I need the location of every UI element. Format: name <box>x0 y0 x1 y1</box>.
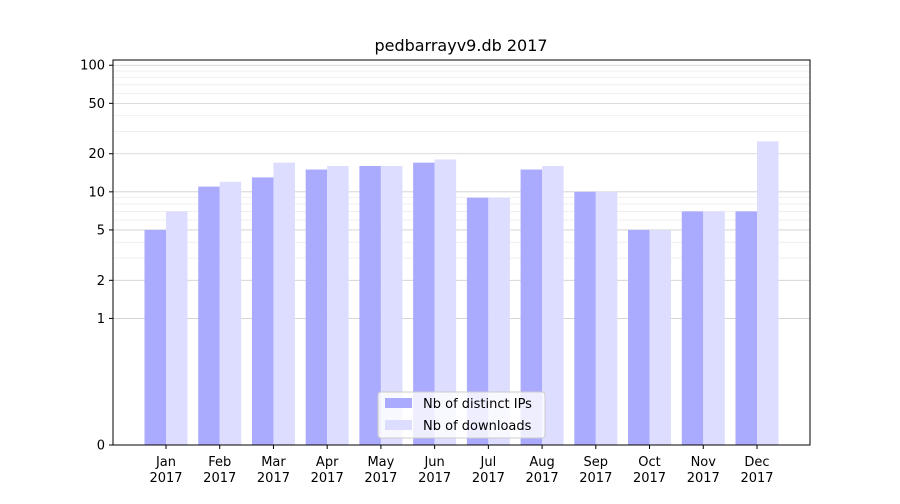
y-tick-label: 1 <box>97 312 105 327</box>
x-tick-label: Jan 2017 <box>149 455 182 486</box>
bar-downloads <box>219 181 242 445</box>
legend-swatch-downloads <box>385 420 412 430</box>
x-tick-label: May 2017 <box>364 455 397 486</box>
y-tick-label: 100 <box>80 59 105 74</box>
y-tick-label: 5 <box>97 223 105 238</box>
bar-downloads <box>434 159 457 445</box>
bar-downloads <box>273 162 295 445</box>
legend-label-downloads: Nb of downloads <box>423 419 532 434</box>
bar-distinct-ips <box>144 229 166 445</box>
bar-distinct-ips <box>413 162 435 445</box>
bar-downloads <box>703 211 725 445</box>
bar-distinct-ips <box>359 165 381 446</box>
x-tick-label: Dec 2017 <box>740 455 773 486</box>
bar-downloads <box>166 211 188 445</box>
x-tick-label: Jul 2017 <box>472 455 505 486</box>
y-tick-label: 20 <box>88 147 105 162</box>
x-tick-label: Sep 2017 <box>579 455 612 486</box>
x-tick-label: Oct 2017 <box>633 455 666 486</box>
bar-distinct-ips <box>735 211 757 445</box>
legend-box <box>377 391 546 439</box>
bar-downloads <box>649 229 672 445</box>
bar-downloads <box>488 197 510 445</box>
plot-frame <box>112 59 811 446</box>
bar-distinct-ips <box>198 186 220 446</box>
x-tick-label: Apr 2017 <box>311 455 344 486</box>
bar-downloads <box>542 165 564 446</box>
bar-downloads <box>595 191 618 445</box>
bars <box>144 141 779 446</box>
bar-distinct-ips <box>251 177 274 446</box>
x-axis-ticks: Jan 2017 Feb 2017 Mar 2017 Apr 2017 May 2017 Jun 20… <box>149 445 774 486</box>
bar-distinct-ips <box>466 197 489 445</box>
y-tick-label: 0 <box>97 439 105 454</box>
bar-distinct-ips <box>628 229 650 445</box>
x-tick-label: Mar 2017 <box>257 455 290 486</box>
y-tick-label: 2 <box>97 274 105 289</box>
bar-downloads <box>327 165 349 446</box>
y-tick-label: 10 <box>88 185 105 200</box>
x-tick-label: Feb 2017 <box>203 455 236 486</box>
x-tick-label: Jun 2017 <box>418 455 451 486</box>
legend-swatch-distinct-ips <box>385 398 412 408</box>
bar-downloads <box>380 165 403 446</box>
chart-title: pedbarrayv9.db 2017 <box>374 36 547 55</box>
bar-distinct-ips <box>520 169 543 445</box>
bar-distinct-ips <box>574 191 596 445</box>
bar-distinct-ips <box>305 169 328 445</box>
x-tick-label: Nov 2017 <box>687 455 720 486</box>
legend: Nb of distinct IPs Nb of downloads <box>377 391 546 439</box>
bar-downloads <box>757 141 779 445</box>
legend-label-distinct-ips: Nb of distinct IPs <box>423 397 532 412</box>
x-tick-label: Aug 2017 <box>526 455 559 486</box>
bar-distinct-ips <box>681 211 704 445</box>
y-tick-label: 50 <box>88 97 105 112</box>
y-axis-ticks: 0 1 2 5 10 20 50 100 <box>80 59 113 454</box>
